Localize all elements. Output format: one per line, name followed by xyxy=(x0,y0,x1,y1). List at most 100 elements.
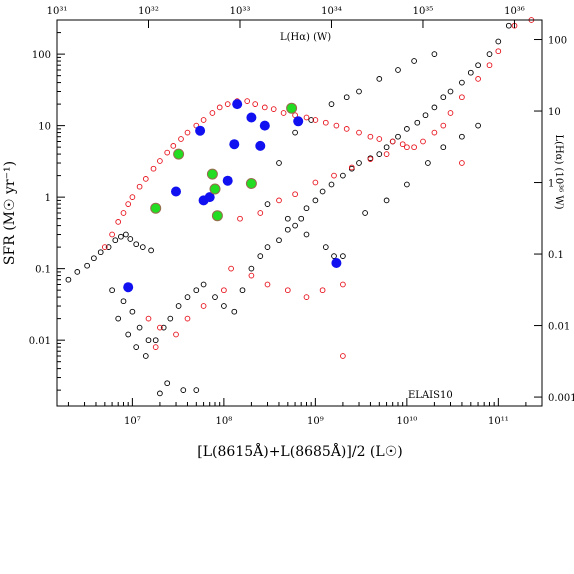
point-black xyxy=(125,331,132,338)
point-black xyxy=(411,58,417,64)
point-black xyxy=(200,281,207,288)
point-green xyxy=(206,168,218,180)
point-blue xyxy=(246,112,257,123)
point-red xyxy=(280,110,287,116)
y-tick-label: 0.1 xyxy=(35,265,51,276)
top-tick-label: 10³⁴ xyxy=(321,6,342,17)
point-red xyxy=(399,141,406,148)
point-red xyxy=(200,303,207,309)
y-tick-label: 10 xyxy=(38,122,51,133)
point-red xyxy=(261,104,268,111)
point-black xyxy=(376,151,383,157)
y-tick-label: 1 xyxy=(45,193,51,204)
point-red xyxy=(184,129,191,136)
point-red xyxy=(125,201,132,207)
point-red xyxy=(178,136,184,142)
point-blue xyxy=(255,140,266,151)
point-black xyxy=(292,129,298,136)
point-black xyxy=(308,117,315,123)
series-green xyxy=(150,102,298,222)
point-black xyxy=(505,22,512,29)
point-black xyxy=(175,303,182,309)
point-green xyxy=(286,102,298,114)
point-black xyxy=(248,265,255,272)
point-blue xyxy=(229,139,240,150)
right-tick-label: 1 xyxy=(548,179,554,190)
point-black xyxy=(284,215,291,222)
point-red xyxy=(264,281,271,288)
point-blue xyxy=(259,120,270,131)
point-red xyxy=(224,101,231,107)
point-black xyxy=(152,337,159,344)
point-black xyxy=(184,294,191,300)
point-red xyxy=(173,331,179,338)
plot-frame xyxy=(56,19,543,407)
point-red xyxy=(284,287,291,294)
point-black xyxy=(414,119,421,126)
point-green xyxy=(209,183,221,195)
point-red xyxy=(184,315,191,322)
point-black xyxy=(340,253,346,259)
point-red xyxy=(170,143,177,149)
point-black xyxy=(264,244,271,250)
point-black xyxy=(459,79,465,86)
x-tick-label: 10⁸ xyxy=(216,416,233,427)
point-red xyxy=(209,110,216,116)
point-red xyxy=(200,117,207,123)
point-red xyxy=(142,176,149,182)
point-black xyxy=(292,222,298,229)
point-black xyxy=(212,294,218,300)
point-red xyxy=(303,294,310,300)
point-red xyxy=(389,138,396,145)
point-black xyxy=(257,253,264,259)
right-tick-label: 100 xyxy=(548,36,567,47)
point-black xyxy=(395,67,401,73)
point-black xyxy=(97,249,104,256)
top-tick-label: 10³⁵ xyxy=(413,6,434,17)
point-black xyxy=(193,387,200,393)
point-red xyxy=(431,129,438,136)
point-red xyxy=(459,160,465,166)
point-red xyxy=(136,183,143,190)
point-blue xyxy=(171,186,181,197)
point-black xyxy=(356,88,362,95)
y-axis-label: SFR (M☉ yr⁻¹) xyxy=(2,161,18,265)
point-black xyxy=(303,231,310,238)
point-black xyxy=(123,231,129,238)
point-red xyxy=(312,179,319,186)
point-black xyxy=(343,94,350,101)
point-black xyxy=(356,160,362,166)
point-black xyxy=(180,387,187,393)
annotation-label: ELAIS10 xyxy=(408,390,453,401)
point-black xyxy=(328,101,335,107)
point-red xyxy=(248,272,255,279)
series-red xyxy=(101,17,535,359)
point-blue xyxy=(331,258,342,268)
point-black xyxy=(74,269,81,275)
point-black xyxy=(133,241,140,248)
point-black xyxy=(115,315,122,322)
point-red xyxy=(237,215,243,222)
top-axis-label: L(Hα) (W) xyxy=(280,32,331,43)
point-black xyxy=(331,253,337,259)
point-black xyxy=(118,233,124,240)
point-black xyxy=(193,287,200,294)
point-black xyxy=(340,172,346,179)
point-black xyxy=(167,315,174,322)
point-black xyxy=(120,298,127,305)
point-red xyxy=(303,114,310,121)
point-red xyxy=(404,144,410,151)
point-black xyxy=(475,62,481,69)
point-black xyxy=(322,244,329,250)
point-red xyxy=(257,210,264,216)
x-tick-label: 10¹⁰ xyxy=(396,416,417,427)
right-tick-label: 0.1 xyxy=(548,250,564,261)
point-black xyxy=(164,380,171,387)
point-red xyxy=(459,94,465,101)
point-red xyxy=(152,344,159,350)
point-red xyxy=(157,158,163,164)
point-black xyxy=(221,303,227,309)
point-red xyxy=(164,149,171,156)
